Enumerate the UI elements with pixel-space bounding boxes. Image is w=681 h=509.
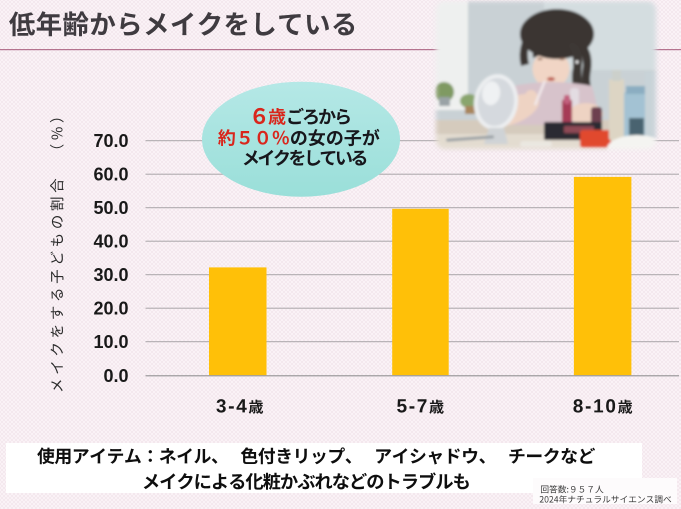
svg-text:20.0: 20.0 bbox=[93, 299, 128, 319]
svg-text:70.0: 70.0 bbox=[93, 131, 128, 151]
svg-text:50.0: 50.0 bbox=[93, 198, 128, 218]
svg-text:0.0: 0.0 bbox=[103, 366, 128, 386]
svg-text:60.0: 60.0 bbox=[93, 165, 128, 185]
svg-text:10.0: 10.0 bbox=[93, 332, 128, 352]
svg-text:30.0: 30.0 bbox=[93, 265, 128, 285]
svg-text:40.0: 40.0 bbox=[93, 232, 128, 252]
